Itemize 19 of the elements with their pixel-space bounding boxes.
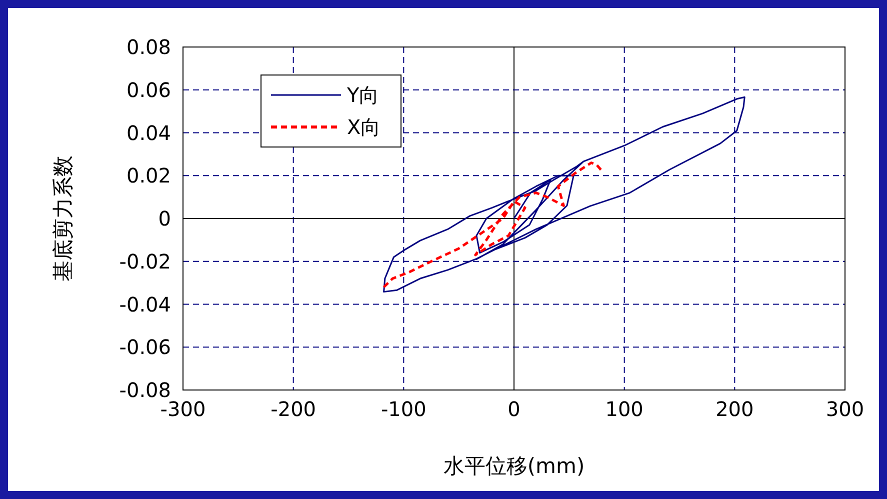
- x-tick-label: 300: [826, 397, 864, 421]
- y-axis-title: 基底剪力系数: [51, 156, 75, 282]
- x-tick-label: 0: [508, 397, 520, 421]
- legend-label: X向: [347, 115, 381, 139]
- y-tick-label: 0.04: [126, 120, 171, 145]
- x-axis-title: 水平位移(mm): [443, 454, 585, 478]
- x-tick-label: -100: [380, 397, 426, 421]
- y-tick-label: 0.06: [126, 78, 171, 102]
- x-tick-label: 100: [605, 397, 644, 421]
- y-tick-label: -0.04: [119, 292, 171, 316]
- line-series: [382, 162, 604, 288]
- y-tick-label: 0.02: [126, 164, 171, 188]
- y-tick-label: 0: [158, 206, 171, 230]
- y-tick-label: 0.08: [126, 35, 171, 59]
- x-tick-label: 200: [716, 397, 754, 421]
- x-tick-label: -200: [270, 397, 316, 421]
- y-tick-label: -0.02: [119, 249, 171, 274]
- legend-label: Y向: [346, 83, 380, 107]
- y-tick-label: -0.06: [119, 335, 171, 360]
